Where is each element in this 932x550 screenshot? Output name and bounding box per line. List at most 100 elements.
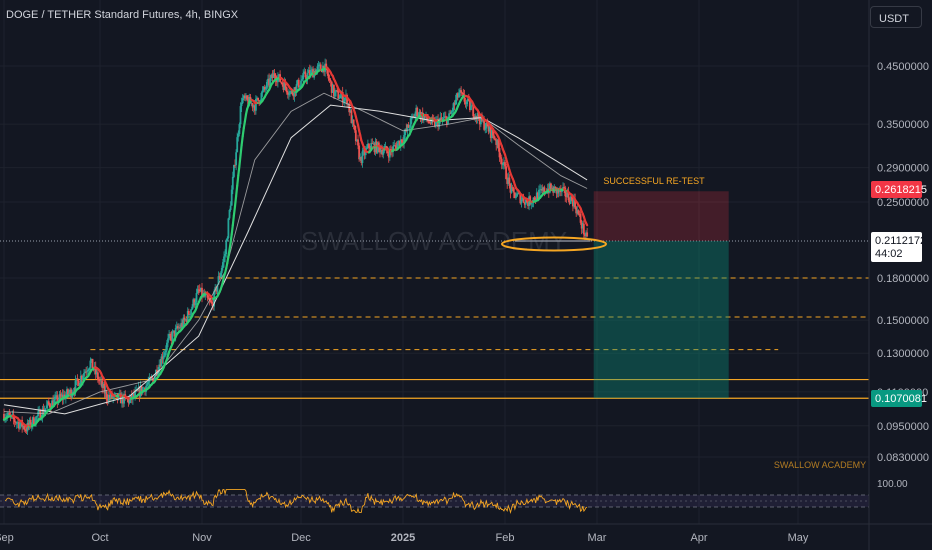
- candle-body: [567, 192, 570, 201]
- candle-body: [453, 103, 456, 105]
- candle-body: [393, 145, 396, 147]
- candle-body: [428, 121, 431, 123]
- candle-body: [317, 64, 320, 67]
- candle-body: [429, 122, 432, 124]
- x-tick-label: Sep: [0, 532, 14, 544]
- candle-body: [99, 380, 101, 382]
- candle-body: [382, 151, 385, 155]
- candle-body: [403, 135, 405, 143]
- candle-body: [394, 145, 397, 146]
- candle-body: [365, 147, 368, 149]
- candle-body: [122, 395, 124, 404]
- candle-body: [18, 422, 20, 429]
- candle-body: [490, 130, 493, 139]
- candle-body: [82, 376, 84, 380]
- candle-body: [288, 94, 290, 96]
- candle-body: [51, 400, 53, 409]
- candle-body: [543, 187, 546, 194]
- candle-body: [103, 383, 106, 394]
- candle-body: [563, 187, 566, 188]
- reward-zone[interactable]: [593, 240, 729, 399]
- x-axis[interactable]: Sep Oct Nov Dec 2025 Feb Mar Apr May: [0, 532, 809, 544]
- short-position-tool[interactable]: [593, 191, 729, 399]
- y-tick-label: 0.1500000: [877, 315, 929, 327]
- candle-body: [176, 326, 179, 329]
- candle-body: [404, 129, 407, 136]
- candle-body: [487, 126, 490, 132]
- candle-body: [358, 145, 361, 160]
- candle-body: [173, 330, 176, 337]
- risk-zone[interactable]: [593, 191, 729, 241]
- candle-body: [8, 412, 11, 415]
- currency-selector-button[interactable]: USDT: [870, 6, 922, 28]
- candle-body: [301, 79, 303, 81]
- candle-body: [70, 389, 73, 398]
- x-tick-label: Mar: [588, 532, 607, 544]
- candle-body: [421, 112, 424, 121]
- candle-body: [438, 120, 441, 128]
- candle-body: [29, 419, 32, 427]
- candle-body: [562, 187, 564, 190]
- price-levels: [0, 240, 869, 399]
- candle-body: [124, 394, 127, 397]
- candle-body: [152, 379, 155, 382]
- candle-body: [292, 94, 295, 97]
- rsi-pane: [0, 489, 869, 515]
- candle-body: [36, 416, 38, 417]
- candle-body: [267, 78, 269, 82]
- candle-body: [524, 199, 527, 205]
- candle-body: [94, 366, 97, 375]
- stop-price-badge: 0.1070081: [871, 390, 927, 407]
- candle-body: [250, 103, 253, 104]
- candle-body: [134, 391, 136, 397]
- candle-body: [255, 98, 257, 111]
- candle-body: [88, 367, 91, 370]
- candle-body: [483, 119, 486, 130]
- candle-body: [335, 90, 337, 92]
- candle-body: [297, 79, 300, 88]
- target-price-text: 0.2618215: [875, 184, 927, 196]
- candle-body: [436, 119, 438, 121]
- candle-body: [353, 125, 356, 131]
- candle-body: [171, 331, 174, 341]
- candle-body: [585, 232, 587, 237]
- candle-body: [311, 69, 313, 71]
- candle-body: [515, 196, 517, 198]
- candle-body: [464, 101, 467, 105]
- candle-body: [478, 118, 481, 125]
- candle-body: [270, 74, 273, 79]
- candle-body: [343, 97, 346, 101]
- x-tick-label: Apr: [690, 532, 707, 544]
- x-tick-label: May: [788, 532, 809, 544]
- candle-body: [182, 317, 185, 327]
- candle-body: [140, 386, 143, 394]
- candle-body: [105, 391, 108, 400]
- candle-body: [449, 113, 452, 115]
- candle-body: [414, 113, 416, 118]
- candle-body: [452, 103, 455, 112]
- candle-body: [577, 210, 580, 214]
- candle-body: [399, 139, 402, 147]
- candle-body: [506, 178, 509, 184]
- candle-body: [493, 135, 495, 139]
- candle-body: [90, 358, 93, 361]
- candle-body: [489, 126, 492, 139]
- candle-body: [303, 71, 306, 74]
- candle-body: [112, 396, 115, 398]
- y-axis[interactable]: 0.4500000 0.3500000 0.2900000 0.2500000 0.18…: [877, 61, 929, 464]
- candle-body: [16, 422, 19, 423]
- y-tick-label: 0.0950000: [877, 421, 929, 433]
- candle-body: [233, 165, 235, 177]
- candle-body: [271, 74, 274, 78]
- candle-body: [174, 328, 177, 337]
- candle-body: [238, 124, 241, 134]
- candle-body: [351, 119, 354, 124]
- candle-body: [469, 100, 471, 111]
- candle-body: [580, 222, 583, 229]
- candle-body: [576, 210, 579, 214]
- candle-body: [242, 95, 245, 99]
- candle-body: [268, 78, 270, 86]
- candle-body: [227, 218, 230, 238]
